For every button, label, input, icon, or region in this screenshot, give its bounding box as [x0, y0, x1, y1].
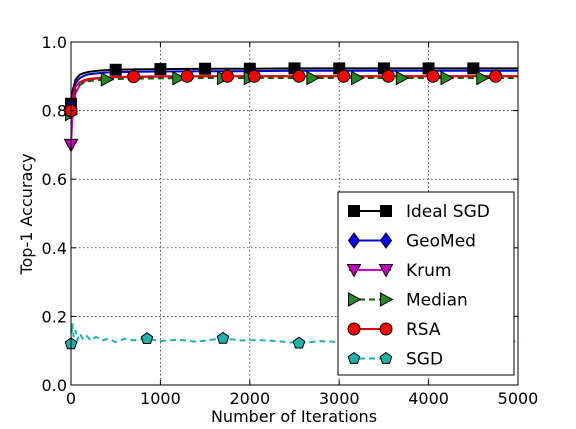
data-point-sgd [292, 336, 306, 349]
data-point-rsa [247, 69, 261, 83]
y-tick-label: 0.6 [42, 170, 67, 189]
y-tick-label: 0.2 [42, 307, 67, 326]
legend-marker-krum [346, 264, 362, 278]
data-point-ideal-sgd [467, 62, 480, 75]
x-tick-label: 4000 [408, 389, 449, 408]
data-point-median [100, 72, 115, 87]
legend-marker-sgd [379, 351, 393, 364]
data-point-rsa [337, 69, 351, 83]
data-point-median [395, 70, 410, 86]
x-tick-label: 3000 [319, 389, 360, 408]
y-tick-label: 0.4 [42, 239, 67, 258]
x-tick-label: 0 [66, 389, 76, 408]
data-point-rsa [292, 69, 306, 83]
data-point-median [351, 70, 365, 86]
y-tick-label: 0.8 [42, 102, 67, 121]
axis-ticks: 0 1000 2000 3000 4000 5000 0.0 0.2 0.4 0.6 0.8 1.0 [42, 33, 539, 408]
legend-marker-geomed [379, 232, 393, 249]
legend-marker-geomed [347, 232, 361, 249]
data-point-median [172, 70, 186, 86]
legend-label-geomed: GeoMed [406, 232, 476, 252]
legend-label-rsa: RSA [406, 320, 441, 340]
legend-box [337, 191, 515, 376]
x-tick-label: 1000 [140, 389, 181, 408]
legend: Ideal SGD GeoMed Krum Median RSA SGD [337, 191, 515, 376]
series-line-krum [71, 75, 518, 145]
data-point-ideal-sgd [199, 62, 212, 75]
x-axis-label: Number of Iterations [211, 407, 377, 426]
series-line-median [71, 77, 518, 115]
legend-label-krum: Krum [406, 261, 451, 281]
legend-marker-krum [378, 264, 394, 278]
legend-marker-rsa [347, 322, 361, 336]
data-point-ideal-sgd [154, 63, 167, 76]
legend-label-median: Median [406, 291, 468, 311]
data-point-rsa [381, 69, 395, 83]
legend-marker-rsa [379, 322, 393, 336]
data-point-median [440, 70, 455, 86]
legend-label-sgd: SGD [406, 350, 443, 370]
data-point-rsa [426, 69, 440, 83]
data-point-rsa [220, 69, 234, 83]
legend-marker-median [380, 292, 394, 307]
y-tick-label: 0.0 [42, 376, 67, 395]
x-tick-label: 2000 [229, 389, 270, 408]
legend-marker-sgd [347, 351, 361, 364]
data-point-rsa [489, 69, 503, 83]
data-point-sgd [216, 331, 230, 344]
plot-markers [63, 62, 503, 350]
x-tick-label: 5000 [498, 389, 539, 408]
y-axis-label: Top-1 Accuracy [17, 153, 36, 275]
legend-marker-median [348, 292, 362, 307]
y-tick-label: 1.0 [42, 33, 67, 52]
series-line-rsa [71, 75, 518, 111]
data-point-rsa [127, 70, 141, 84]
data-point-median [476, 70, 490, 86]
legend-marker-ideal-sgd [380, 205, 392, 217]
plot-frame [70, 41, 519, 386]
legend-label-ideal-sgd: Ideal SGD [406, 202, 490, 222]
data-point-median [306, 70, 320, 86]
data-point-ideal-sgd [109, 63, 122, 76]
legend-marker-ideal-sgd [348, 205, 360, 217]
data-point-rsa [180, 69, 194, 83]
data-point-sgd [140, 332, 154, 345]
